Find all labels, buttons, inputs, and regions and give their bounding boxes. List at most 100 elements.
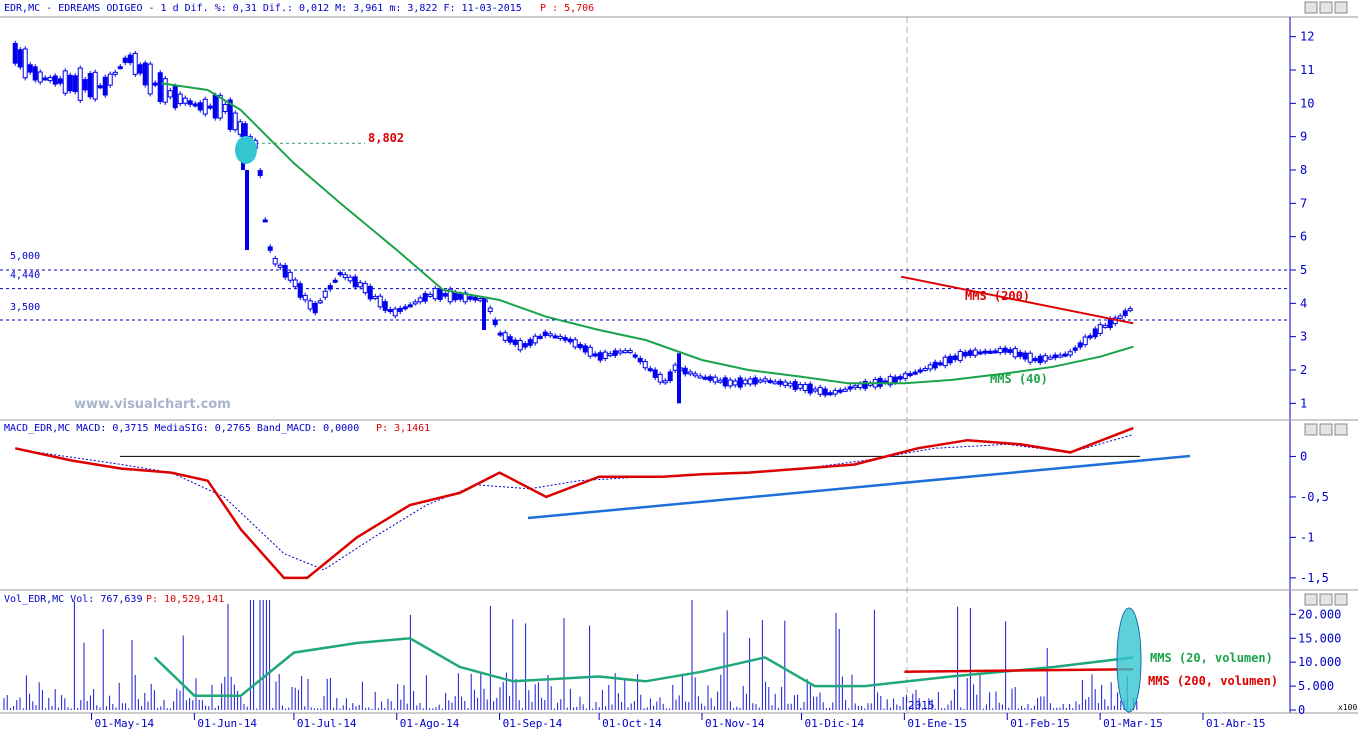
price-candle bbox=[662, 380, 668, 384]
macd-series bbox=[14, 426, 1191, 580]
price-candle bbox=[442, 293, 448, 297]
price-candle bbox=[427, 293, 433, 297]
close-button[interactable] bbox=[1334, 1, 1348, 14]
price-candle bbox=[422, 293, 428, 302]
price-candle bbox=[77, 67, 83, 101]
date-axis-label: 01-Jul-14 bbox=[297, 717, 357, 730]
price-candle bbox=[32, 66, 38, 81]
price-candle bbox=[527, 339, 533, 346]
price-candle bbox=[12, 42, 18, 64]
price-candle bbox=[417, 297, 423, 303]
minimize-button[interactable] bbox=[1304, 1, 1318, 14]
price-candle bbox=[617, 350, 623, 354]
price-candle bbox=[1067, 351, 1073, 356]
price-axis-label: 3 bbox=[1300, 330, 1307, 344]
price-candle bbox=[1077, 342, 1083, 348]
macd-tag: P: 3,1461 bbox=[376, 423, 430, 434]
price-candle bbox=[942, 356, 948, 367]
axis-ticks: 1234567891011120-0,5-1-1,505.00010.00015… bbox=[91, 30, 1341, 730]
macd-axis-label: -1,5 bbox=[1300, 571, 1329, 585]
volume-sma20-line bbox=[153, 637, 1134, 697]
vol-sma20-label: MMS (20, volumen) bbox=[1150, 651, 1273, 665]
price-candle bbox=[687, 371, 693, 375]
price-candle bbox=[557, 335, 563, 339]
sma40-label: MMS (40) bbox=[990, 372, 1048, 386]
price-candle bbox=[212, 94, 218, 119]
price-candle bbox=[432, 287, 438, 300]
price-candle bbox=[677, 353, 681, 404]
price-candle bbox=[697, 375, 703, 379]
price-candle bbox=[482, 296, 486, 330]
price-candle bbox=[602, 351, 608, 359]
price-candle bbox=[987, 350, 993, 354]
level-label-4440: 4,440 bbox=[10, 270, 40, 281]
date-axis-label: 01-Jun-14 bbox=[197, 717, 257, 730]
maximize-button[interactable] bbox=[1319, 1, 1333, 14]
volume-close-button[interactable] bbox=[1334, 593, 1348, 606]
price-candle bbox=[137, 64, 143, 74]
price-candle bbox=[932, 361, 938, 369]
price-candle bbox=[757, 379, 763, 383]
macd-minimize-button[interactable] bbox=[1304, 423, 1318, 436]
volume-maximize-button[interactable] bbox=[1319, 593, 1333, 606]
price-candle bbox=[257, 170, 263, 176]
price-candle bbox=[302, 294, 308, 301]
price-axis-label: 10 bbox=[1300, 96, 1314, 110]
price-candle bbox=[632, 354, 638, 358]
price-candle bbox=[332, 279, 338, 283]
price-candle bbox=[232, 112, 238, 131]
date-axis-label: 01-Ago-14 bbox=[400, 717, 460, 730]
volume-axis-label: 10.000 bbox=[1298, 655, 1341, 669]
volume-minimize-button[interactable] bbox=[1304, 593, 1318, 606]
price-candle bbox=[1087, 335, 1093, 339]
price-candle bbox=[777, 380, 783, 385]
price-candle bbox=[542, 331, 548, 337]
price-candle bbox=[1082, 336, 1088, 346]
price-candle bbox=[957, 350, 963, 361]
volume-axis-label: 0 bbox=[1298, 703, 1305, 717]
level-label-3500: 3,500 bbox=[10, 302, 40, 313]
price-candle bbox=[187, 100, 193, 105]
price-candle bbox=[167, 90, 173, 98]
price-candle bbox=[567, 338, 573, 343]
price-candle bbox=[997, 348, 1003, 354]
price-candle bbox=[507, 336, 513, 343]
price-candle bbox=[1007, 349, 1013, 353]
price-candle bbox=[107, 73, 113, 86]
price-tag: P : 5,706 bbox=[540, 3, 594, 14]
price-candle bbox=[652, 369, 658, 378]
price-candle bbox=[387, 309, 393, 313]
price-candle bbox=[537, 335, 543, 339]
year-marker: 2015 bbox=[908, 699, 935, 712]
price-axis-label: 4 bbox=[1300, 296, 1307, 310]
price-candle bbox=[392, 308, 398, 317]
price-candle bbox=[245, 170, 249, 250]
price-candle bbox=[172, 85, 178, 109]
price-candle bbox=[487, 307, 493, 312]
date-axis-label: 01-Oct-14 bbox=[602, 717, 662, 730]
price-candle bbox=[902, 373, 908, 379]
price-candle bbox=[822, 388, 828, 396]
price-candle bbox=[922, 367, 928, 371]
price-candle bbox=[937, 362, 943, 366]
price-series bbox=[12, 40, 1134, 404]
price-candle bbox=[42, 77, 48, 81]
price-candle bbox=[512, 339, 518, 345]
price-candle bbox=[447, 288, 453, 303]
macd-maximize-button[interactable] bbox=[1319, 423, 1333, 436]
price-candle bbox=[112, 71, 118, 75]
price-candle bbox=[637, 358, 643, 363]
price-candle bbox=[782, 381, 788, 386]
price-candle bbox=[702, 376, 708, 380]
price-candle bbox=[1022, 352, 1028, 360]
price-candle bbox=[622, 350, 628, 354]
price-candle bbox=[727, 379, 733, 387]
window-controls bbox=[1304, 1, 1348, 606]
price-candle bbox=[762, 378, 768, 382]
price-candle bbox=[857, 383, 863, 389]
price-candle bbox=[407, 304, 413, 308]
price-candle bbox=[217, 94, 223, 119]
macd-close-button[interactable] bbox=[1334, 423, 1348, 436]
price-candle bbox=[682, 367, 688, 375]
price-candle bbox=[1017, 351, 1023, 357]
